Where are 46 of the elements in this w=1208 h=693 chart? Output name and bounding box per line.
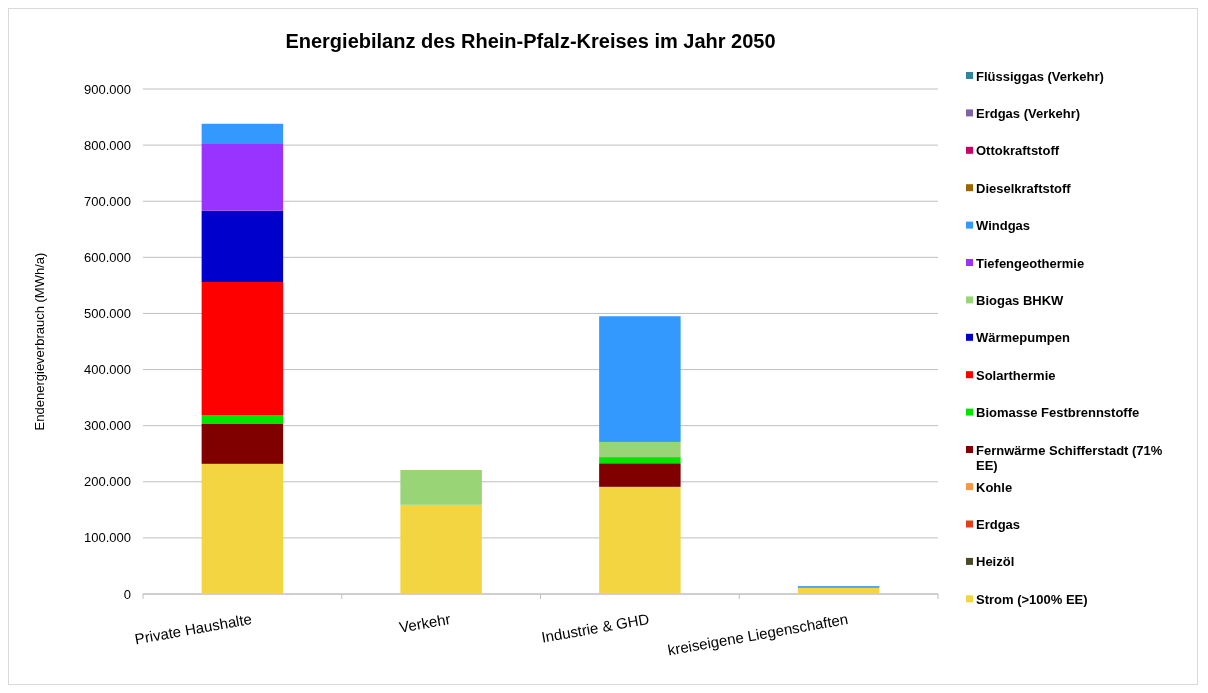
- y-tick-label: 0: [123, 586, 131, 602]
- bar: [400, 469, 482, 505]
- legend-label: Windgas: [976, 218, 1031, 234]
- legend-label: Erdgas: [976, 517, 1021, 533]
- y-tick-label: 700.000: [84, 193, 131, 209]
- bar: [599, 316, 681, 442]
- y-tick-label: 200.000: [84, 474, 131, 490]
- bar: [599, 463, 681, 487]
- bar: [201, 282, 284, 416]
- y-tick-label: 600.000: [84, 249, 131, 265]
- y-tick-label: 800.000: [84, 137, 131, 153]
- legend-label: Strom (>100% EE): [976, 591, 1088, 607]
- legend-label: Fernwärme Schifferstadt (71% EE): [976, 442, 1163, 474]
- legend-label: Heizöl: [976, 554, 1015, 570]
- y-axis-title: Endenergieverbrauch (MWh/a): [32, 252, 47, 431]
- y-tick-label: 400.000: [84, 362, 131, 378]
- chart-title: Energiebilanz des Rhein-Pfalz-Kreises im Jahr 2050: [285, 30, 776, 52]
- y-tick-label: 900.000: [84, 81, 131, 97]
- bar: [201, 210, 284, 283]
- legend-label: Dieselkraftstoff: [976, 180, 1072, 196]
- bar: [599, 486, 681, 594]
- legend-label: Wärmepumpen: [976, 330, 1070, 346]
- y-tick-label: 100.000: [84, 530, 131, 546]
- x-tick-label: Industrie & GHD: [539, 610, 651, 646]
- x-tick-label: Private Haushalte: [133, 610, 253, 648]
- x-tick-label: kreiseigene Liegenschaften: [666, 610, 850, 659]
- bar: [201, 415, 284, 424]
- bar: [201, 123, 284, 144]
- bar: [599, 441, 681, 458]
- legend-label: Ottokraftstoff: [976, 143, 1060, 159]
- bar: [201, 143, 284, 211]
- legend-label: Erdgas (Verkehr): [976, 105, 1081, 121]
- bar: [201, 463, 284, 594]
- bar: [201, 423, 284, 464]
- legend-label: Biomasse Festbrennstoffe: [976, 405, 1140, 421]
- legend-label: Solarthermie: [976, 367, 1056, 383]
- legend-label: Kohle: [976, 479, 1013, 495]
- bar: [599, 457, 681, 464]
- legend-label: Biogas BHKW: [976, 292, 1065, 308]
- y-tick-label: 300.000: [84, 418, 131, 434]
- y-tick-label: 500.000: [84, 305, 131, 321]
- legend-label: Flüssiggas (Verkehr): [976, 68, 1104, 84]
- bar: [797, 587, 880, 594]
- legend-label: Tiefengeothermie: [976, 255, 1085, 271]
- x-tick-label: Verkehr: [397, 610, 452, 636]
- bar: [400, 504, 482, 594]
